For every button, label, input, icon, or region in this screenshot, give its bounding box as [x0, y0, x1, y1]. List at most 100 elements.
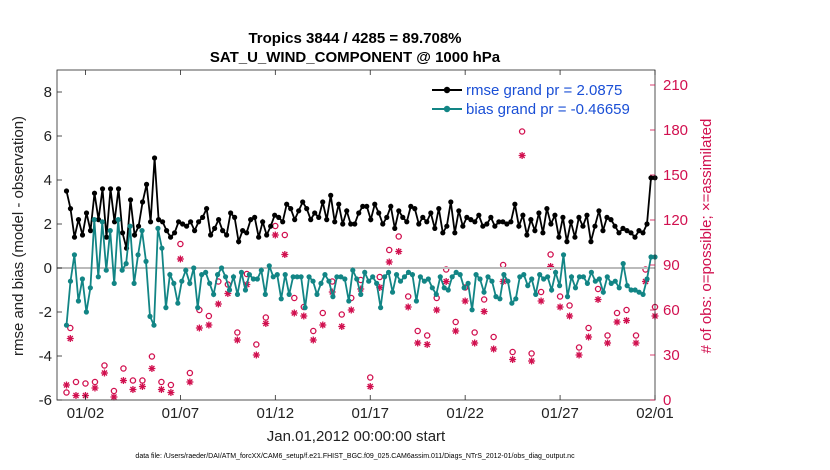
obs-possible-marker: [632, 332, 640, 339]
series-point-0: [448, 199, 454, 205]
obs-assimilated-marker: [585, 333, 593, 341]
obs-possible-marker: [148, 353, 156, 360]
series-point-1: [155, 225, 161, 231]
series-point-1: [266, 263, 272, 269]
series-point-1: [549, 287, 555, 293]
obs-possible-marker: [490, 333, 497, 341]
series-point-1: [624, 283, 630, 289]
series-point-1: [91, 217, 97, 223]
series-point-0: [516, 223, 522, 229]
series-point-1: [203, 269, 209, 275]
series-point-0: [644, 221, 650, 227]
obs-assimilated-marker: [461, 297, 469, 305]
series-point-0: [260, 219, 266, 225]
x-tick-label: 01/02: [67, 405, 105, 422]
obs-assimilated-marker: [119, 377, 127, 384]
series-point-0: [432, 225, 438, 231]
series-point-0: [532, 228, 538, 234]
series-point-1: [413, 298, 420, 304]
series-point-0: [232, 214, 238, 220]
plot-frame: [56, 69, 656, 401]
series-point-0: [175, 219, 182, 225]
series-point-0: [196, 219, 202, 225]
chart-subtitle: SAT_U_WIND_COMPONENT @ 1000 hPa: [210, 49, 501, 66]
obs-assimilated-marker: [205, 321, 213, 329]
obs-possible-marker: [623, 306, 630, 314]
x-tick-label: 01/12: [257, 405, 295, 422]
series-point-1: [429, 285, 435, 291]
series-point-0: [512, 201, 518, 207]
series-point-1: [628, 287, 634, 293]
obs-possible-marker: [452, 318, 459, 326]
series-point-0: [348, 221, 354, 227]
series-point-1: [529, 276, 535, 282]
obs-possible-marker: [556, 293, 564, 300]
obs-possible-marker: [613, 309, 621, 317]
series-point-0: [328, 192, 334, 198]
series-point-1: [119, 267, 125, 273]
series-point-1: [342, 276, 348, 282]
series-point-0: [520, 212, 526, 218]
obs-assimilated-marker: [300, 312, 308, 320]
series-point-0: [115, 186, 122, 192]
obs-possible-marker: [158, 378, 165, 386]
series-point-1: [99, 219, 105, 225]
obs-possible-marker: [423, 332, 431, 339]
obs-possible-marker: [63, 389, 70, 396]
series-point-1: [481, 289, 487, 295]
series-point-1: [358, 291, 364, 297]
series-point-0: [127, 197, 134, 203]
series-point-0: [552, 212, 558, 218]
series-point-1: [111, 280, 117, 286]
obs-assimilated-marker: [148, 365, 156, 372]
series-point-0: [464, 214, 470, 220]
series-point-1: [115, 217, 121, 223]
series-point-0: [440, 230, 446, 236]
series-point-0: [192, 228, 198, 234]
series-point-0: [171, 230, 178, 236]
series-point-1: [103, 267, 109, 273]
series-point-1: [258, 267, 264, 273]
series-point-1: [417, 274, 423, 280]
series-point-0: [320, 199, 326, 205]
series-point-0: [212, 225, 218, 231]
series-point-1: [191, 265, 197, 271]
obs-possible-marker: [575, 344, 583, 351]
series-point-1: [545, 274, 551, 280]
obs-assimilated-marker: [252, 351, 260, 359]
series-point-1: [322, 272, 328, 278]
obs-assimilated-marker: [556, 303, 564, 311]
series-point-0: [456, 208, 462, 214]
series-point-1: [501, 272, 507, 278]
obs-assimilated-marker: [195, 324, 203, 332]
x-tick-label: 02/01: [636, 405, 674, 422]
series-point-0: [352, 221, 358, 227]
obs-assimilated-marker: [613, 318, 621, 326]
series-point-1: [127, 223, 133, 229]
obs-possible-marker: [404, 293, 412, 300]
obs-possible-marker: [67, 324, 74, 332]
obs-possible-marker: [291, 294, 298, 302]
y-tick-label: -4: [39, 348, 52, 365]
x-tick-label: 01/17: [351, 405, 389, 422]
series-point-1: [63, 322, 70, 328]
series-point-1: [83, 309, 89, 315]
plot-area: [57, 70, 655, 400]
series-point-0: [508, 219, 514, 225]
series-point-1: [278, 296, 284, 302]
series-point-0: [648, 175, 654, 181]
series-point-1: [572, 285, 579, 291]
series-point-0: [208, 232, 214, 238]
series-point-1: [302, 305, 308, 311]
obs-assimilated-marker: [433, 306, 441, 314]
y-right-tick-label: 120: [663, 212, 688, 229]
series-point-0: [187, 219, 194, 225]
series-point-0: [592, 223, 598, 229]
obs-assimilated-marker: [186, 378, 194, 386]
series-point-0: [528, 217, 534, 223]
series-point-0: [63, 188, 70, 194]
obs-assimilated-marker: [566, 312, 574, 320]
series-point-1: [533, 291, 539, 297]
